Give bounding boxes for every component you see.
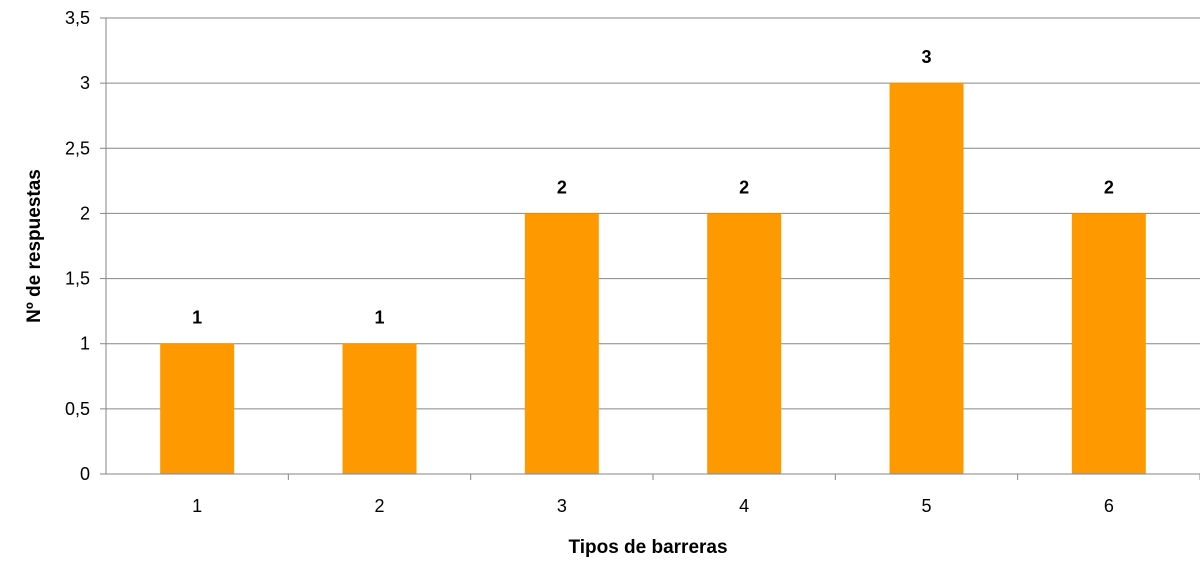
y-tick-label: 2,5 xyxy=(65,138,90,158)
data-label: 1 xyxy=(192,308,202,328)
y-tick-label: 1 xyxy=(80,334,90,354)
y-tick-label: 3 xyxy=(80,73,90,93)
data-label: 1 xyxy=(374,308,384,328)
y-tick-label: 2 xyxy=(80,203,90,223)
x-tick-label: 6 xyxy=(1104,496,1114,516)
x-tick-label: 4 xyxy=(739,496,749,516)
data-label: 2 xyxy=(557,177,567,197)
bar xyxy=(160,343,235,474)
y-tick-label: 0 xyxy=(80,464,90,484)
y-tick-label: 3,5 xyxy=(65,8,90,28)
x-tick-label: 2 xyxy=(374,496,384,516)
x-tick-label: 3 xyxy=(557,496,567,516)
bar xyxy=(707,213,782,474)
data-labels: 1 1 2 2 3 2 xyxy=(192,47,1114,328)
bars xyxy=(160,83,1146,475)
y-tick-label: 1,5 xyxy=(65,269,90,289)
y-axis-title: Nº de respuestas xyxy=(24,169,45,323)
x-tick-label: 5 xyxy=(921,496,931,516)
x-tick-label: 1 xyxy=(192,496,202,516)
bar xyxy=(342,343,417,474)
bar xyxy=(524,213,599,474)
y-axis-ticks: 0 0,5 1 1,5 2 2,5 3 3,5 xyxy=(65,8,106,484)
bar xyxy=(1071,213,1146,474)
x-axis-ticks: 1 2 3 4 5 6 xyxy=(192,474,1200,516)
data-label: 2 xyxy=(1104,177,1114,197)
bar xyxy=(889,83,964,475)
y-tick-label: 0,5 xyxy=(65,399,90,419)
x-axis-title: Tipos de barreras xyxy=(568,537,727,558)
data-label: 3 xyxy=(921,47,931,67)
data-label: 2 xyxy=(739,177,749,197)
gridlines xyxy=(106,17,1200,410)
